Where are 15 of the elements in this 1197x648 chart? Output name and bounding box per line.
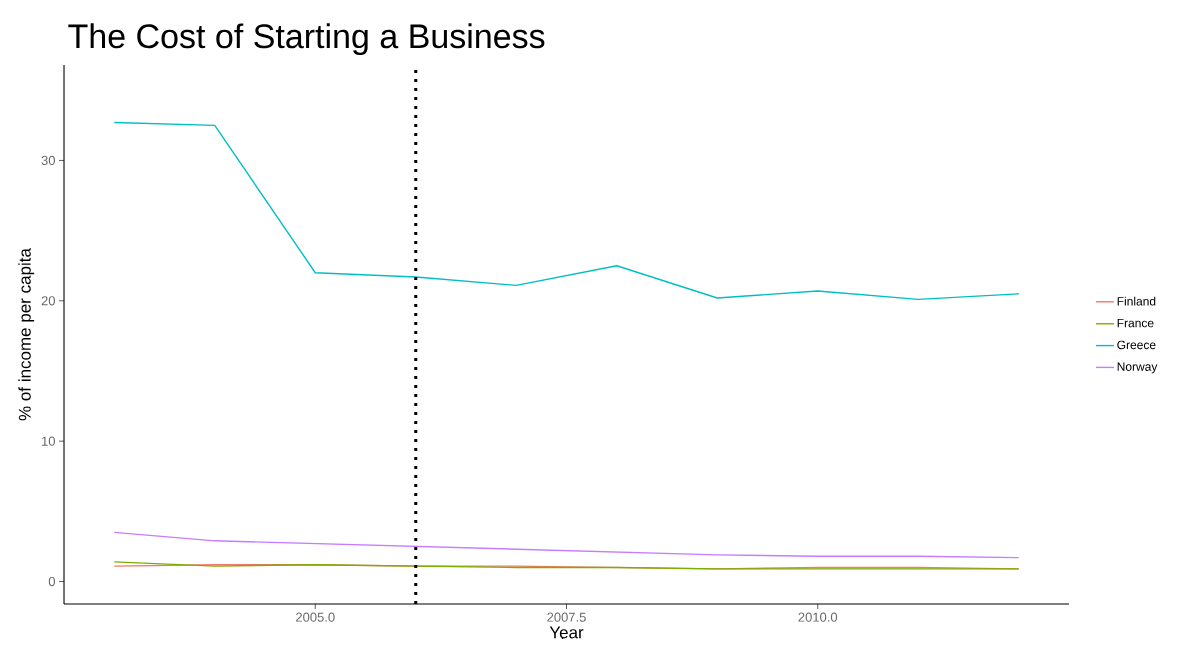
y-axis-title: % of income per capita — [18, 248, 35, 421]
y-tick-label: 30 — [41, 155, 56, 166]
legend-label: Greece — [1117, 340, 1156, 350]
x-axis-title: Year — [549, 626, 584, 639]
x-tick-label: 2007.5 — [547, 612, 586, 622]
chart-title: The Cost of Starting a Business — [68, 23, 545, 56]
x-tick-label: 2005.0 — [296, 612, 335, 622]
legend-label: Finland — [1117, 296, 1156, 306]
legend-label: Norway — [1117, 362, 1158, 374]
y-tick-label: 0 — [48, 576, 56, 587]
x-tick-label: 2010.0 — [798, 612, 838, 622]
legend-label: France — [1117, 318, 1154, 328]
y-tick-label: 20 — [41, 296, 56, 306]
y-tick-label: 10 — [42, 436, 56, 446]
line-series — [113, 121, 1020, 301]
